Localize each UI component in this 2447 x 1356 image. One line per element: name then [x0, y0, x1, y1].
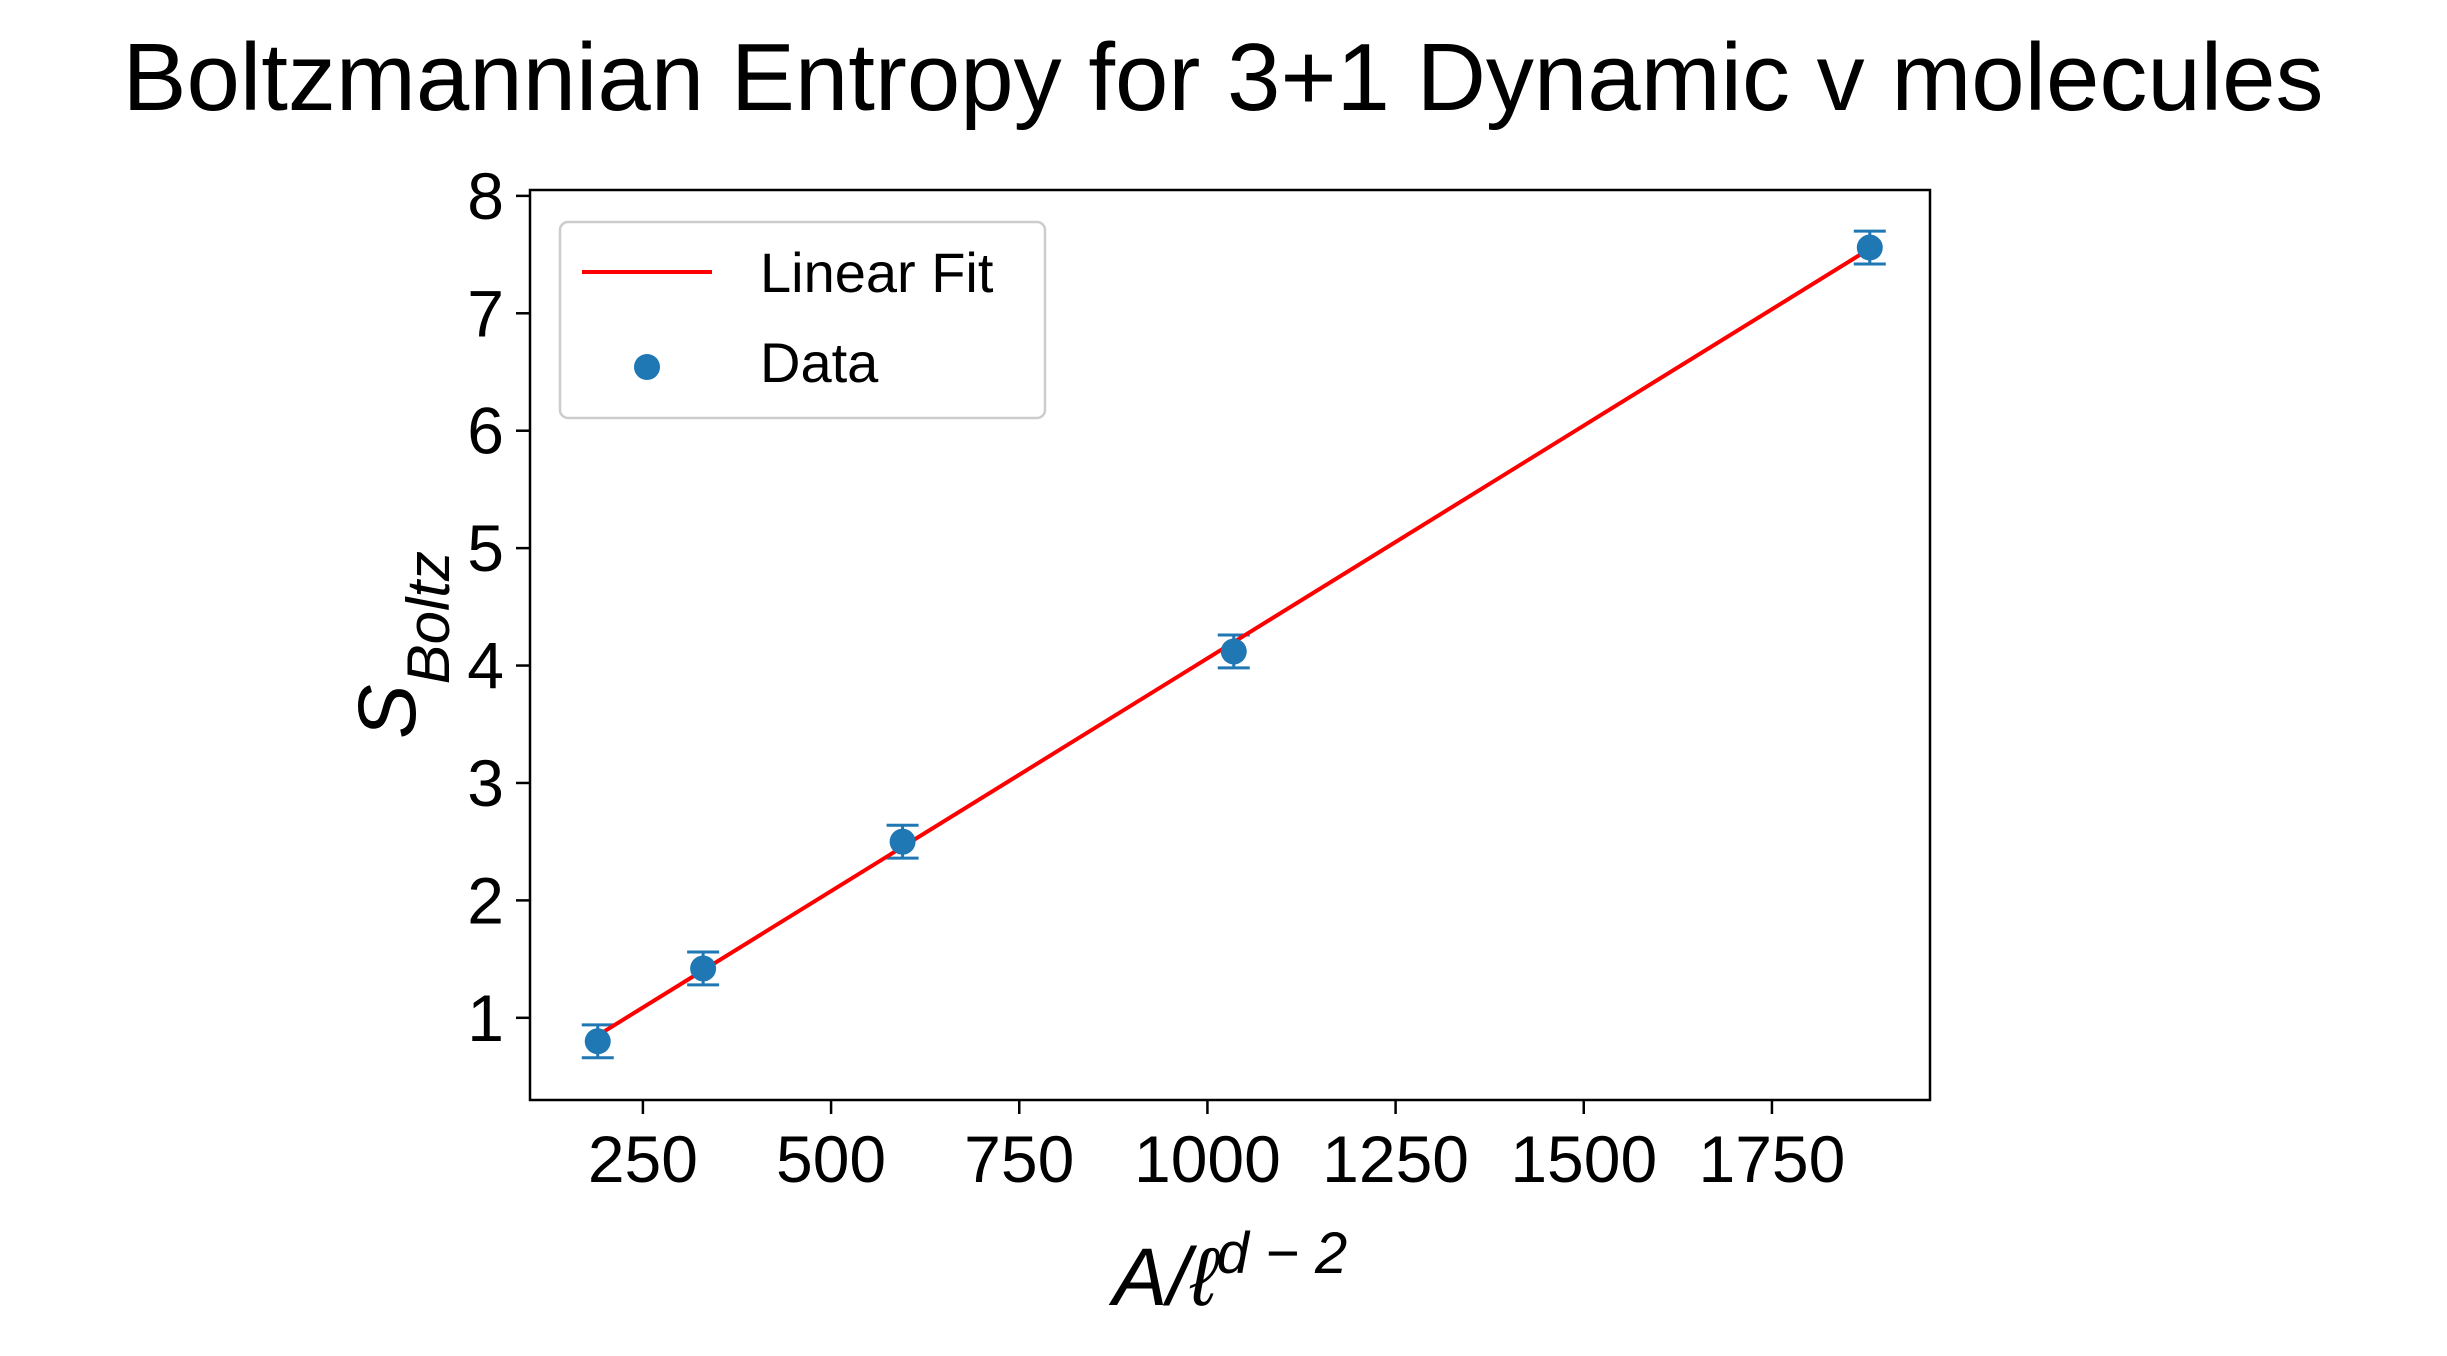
legend-dot-swatch [634, 354, 660, 380]
x-axis-label-exponent: d − 2 [1217, 1221, 1348, 1286]
data-point-0 [584, 1028, 611, 1055]
x-axis-ticks: 250 500 750 1000 1250 1500 1750 [588, 1100, 1846, 1196]
legend-label-data: Data [760, 331, 879, 394]
data-point-1 [690, 955, 717, 982]
series-layer [581, 229, 1886, 1060]
y-tick-label-4: 4 [467, 629, 504, 703]
chart-title: Boltzmannian Entropy for 3+1 Dynamic v m… [122, 24, 2323, 131]
x-tick-label-1000: 1000 [1134, 1122, 1281, 1196]
x-tick-label-1750: 1750 [1699, 1122, 1846, 1196]
x-tick-label-1500: 1500 [1510, 1122, 1657, 1196]
y-tick-label-6: 6 [467, 394, 504, 468]
data-point-4 [1856, 234, 1883, 261]
data-point-3 [1220, 638, 1247, 665]
x-tick-label-750: 750 [964, 1122, 1074, 1196]
x-tick-label-1250: 1250 [1322, 1122, 1469, 1196]
y-tick-label-8: 8 [467, 159, 504, 233]
y-axis-label: SBoltz [342, 551, 462, 739]
x-tick-label-500: 500 [776, 1122, 886, 1196]
y-axis-label-subscript: Boltz [395, 551, 462, 684]
y-tick-label-1: 1 [467, 981, 504, 1055]
x-tick-label-250: 250 [588, 1122, 698, 1196]
y-tick-label-3: 3 [467, 746, 504, 820]
y-tick-label-5: 5 [467, 511, 504, 585]
legend: Linear Fit Data [558, 220, 1047, 420]
y-axis-ticks: 1 2 3 4 5 6 7 8 [467, 159, 530, 1055]
y-tick-label-7: 7 [467, 276, 504, 350]
data-point-2 [889, 828, 916, 855]
y-tick-label-2: 2 [467, 863, 504, 937]
x-axis-label: A/ℓd − 2 [1108, 1221, 1348, 1324]
legend-label-linear-fit: Linear Fit [760, 241, 994, 304]
